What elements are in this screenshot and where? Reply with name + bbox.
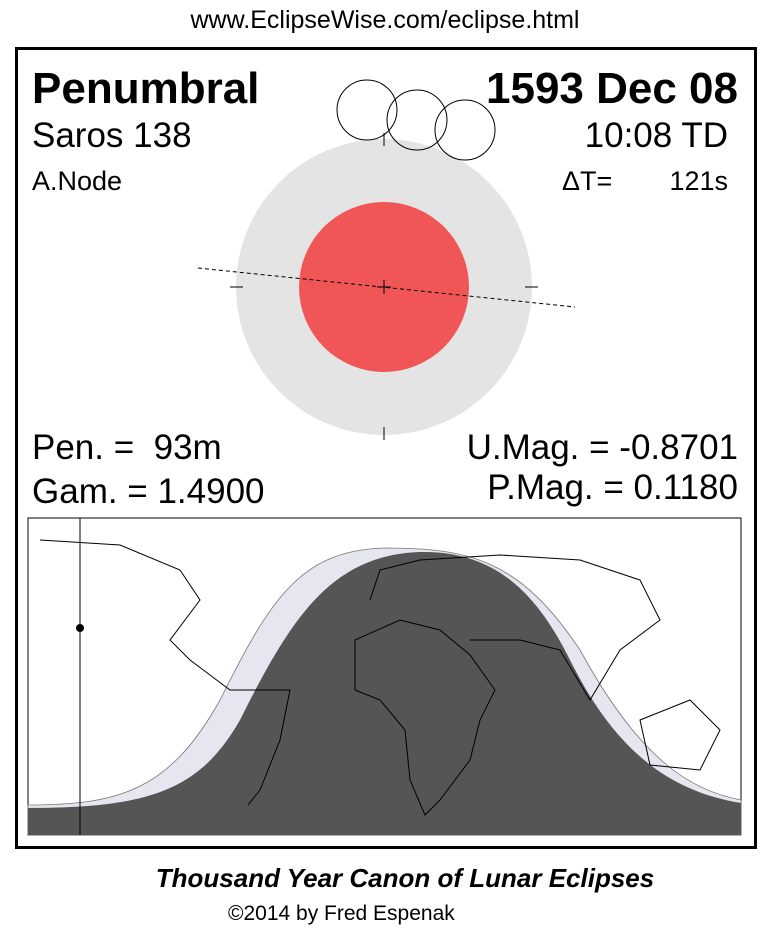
americas-outline: [39, 539, 291, 806]
gamma-value: Gam. = 1.4900: [32, 472, 265, 511]
penumbral-magnitude: P.Mag. = 0.1180: [487, 468, 738, 507]
moon-last-contact: [434, 99, 496, 161]
eurasia-outline: [369, 554, 661, 701]
delta-t-value: 121s: [669, 166, 728, 196]
world-map: [27, 517, 742, 836]
delta-t-label: ΔT=: [562, 166, 613, 196]
australia-outline: [639, 699, 721, 771]
node-label: A.Node: [32, 166, 123, 196]
diagram-frame: [15, 47, 757, 849]
eclipse-date: 1593 Dec 08: [486, 64, 738, 113]
url-text: www.EclipseWise.com/eclipse.html: [190, 6, 580, 34]
canon-title: Thousand Year Canon of Lunar Eclipses: [155, 863, 655, 893]
penumbral-duration: Pen. = 93m: [32, 428, 222, 467]
umbral-magnitude: U.Mag. = -0.8701: [466, 428, 738, 467]
eclipse-type: Penumbral: [32, 64, 260, 113]
greatest-eclipse-point: [76, 624, 84, 632]
moon-greatest: [386, 89, 448, 151]
saros-number: Saros 138: [32, 116, 192, 155]
umbral-night-zone: [28, 551, 741, 835]
copyright: ©2014 by Fred Espenak: [228, 902, 455, 925]
moon-first-contact: [336, 79, 398, 141]
africa-outline: [354, 619, 496, 816]
eclipse-time: 10:08 TD: [584, 116, 728, 155]
